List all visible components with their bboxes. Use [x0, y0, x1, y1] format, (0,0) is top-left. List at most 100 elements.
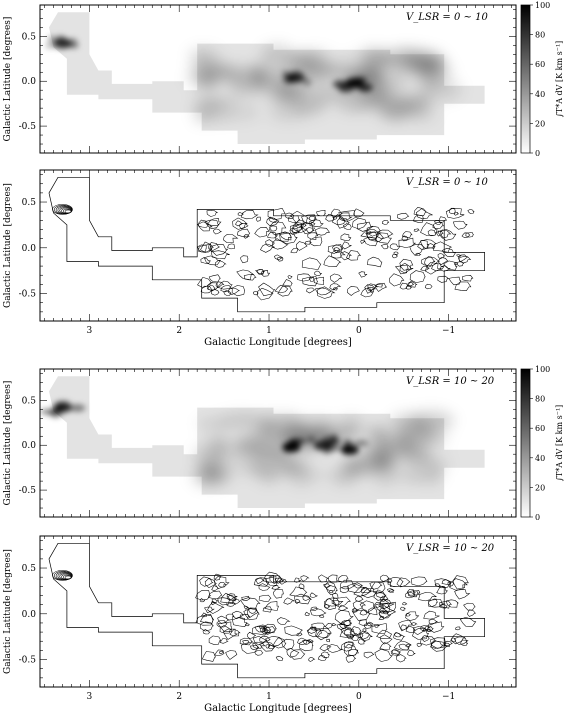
y-tick-label: -0.5 [19, 290, 37, 300]
contour-loop [279, 232, 298, 244]
contour-loop [202, 651, 216, 662]
contour-loop [432, 241, 452, 253]
contour-loop [241, 595, 251, 601]
contour-loop [317, 654, 327, 661]
contour-loop [347, 286, 360, 296]
contour-loop [399, 282, 408, 290]
contour-loop [296, 241, 308, 251]
contour-loop [259, 624, 268, 630]
contour-loop [213, 228, 223, 235]
emission-blob [260, 418, 278, 430]
emission-blob [395, 59, 425, 73]
contour-loop [260, 626, 272, 635]
contour-loop [324, 623, 334, 629]
contour-loop [360, 288, 374, 298]
emission-blob [390, 412, 427, 432]
contour-loop [448, 207, 456, 214]
contour-loop [304, 240, 312, 245]
y-tick-label: -0.5 [19, 656, 37, 666]
contour-loop [268, 217, 277, 224]
contour-loop [308, 657, 316, 662]
contour-loop [272, 588, 284, 599]
contour-loop [348, 649, 359, 656]
contour-loop [373, 601, 384, 609]
emission-blob [286, 81, 305, 91]
contour-loop [351, 608, 359, 613]
emission-blob [199, 466, 234, 485]
contour-loop [199, 614, 214, 624]
contour-loop [455, 626, 461, 631]
contour-loop [357, 638, 366, 645]
contour-loop [267, 231, 279, 239]
x-tick-label: −1 [442, 326, 455, 336]
contour-loop [376, 229, 394, 240]
contour-loop [294, 598, 301, 604]
contour-loop [243, 274, 257, 281]
contour-loop [292, 225, 308, 234]
contour-loop [208, 274, 221, 283]
emission-clump [63, 39, 79, 48]
contour-loop [290, 223, 304, 234]
emission-clump [323, 448, 331, 455]
contour-loop [319, 614, 325, 618]
contour-loop [327, 244, 344, 255]
contour-loop [444, 640, 454, 647]
contour-loop [421, 635, 430, 642]
contour-loop [338, 604, 348, 611]
contour-loop [337, 575, 349, 583]
contour-loop [200, 241, 214, 253]
x-tick-label: 0 [356, 326, 362, 336]
contour-loop [301, 257, 322, 270]
emission-clump [302, 78, 311, 86]
colorbar-scale [520, 368, 531, 518]
emission-clump [295, 440, 302, 446]
contour-loop [364, 284, 376, 294]
contour-loop [216, 620, 228, 628]
contour-loop [324, 581, 336, 591]
contour-loop [326, 644, 343, 653]
contour-loop [265, 576, 277, 586]
contour-loop [345, 655, 357, 663]
contour-loop [353, 582, 364, 589]
contour-loop [275, 655, 284, 661]
contour-loop [445, 599, 459, 608]
contour-loop [424, 283, 433, 290]
emission-blob [411, 112, 439, 122]
contour-loop [274, 254, 284, 260]
emission-blob [226, 69, 268, 91]
contour-loop [219, 650, 224, 655]
contour-loop [396, 577, 411, 588]
contour-loop [266, 216, 280, 227]
contour-loop [269, 575, 283, 584]
contour-loop [412, 628, 429, 640]
x-tick-label: 1 [266, 692, 272, 702]
contour-loop [365, 230, 373, 235]
contour-loop [349, 634, 361, 641]
y-tick-label: 0.0 [22, 441, 37, 451]
x-tick-label: 0 [356, 692, 362, 702]
contour-loop [465, 232, 474, 238]
x-tick-label: 1 [266, 326, 272, 336]
contour-loop [206, 210, 219, 217]
emission-clump [359, 84, 367, 91]
contour-loop [200, 621, 214, 632]
contour-loop [361, 586, 372, 594]
contour-loop [64, 209, 72, 214]
contour-loop [324, 598, 336, 610]
contour-loop [459, 617, 477, 627]
contour-loop [467, 209, 475, 214]
contour-loop [434, 220, 442, 225]
velocity-range-label: V_LSR = 0 ~ 10 [406, 12, 488, 23]
contour-loop [393, 640, 412, 651]
contour-loop [454, 636, 469, 645]
contour-loop [369, 581, 386, 593]
contour-loop [362, 628, 367, 632]
contour-loop [296, 632, 303, 637]
contour-loop [275, 232, 293, 242]
contour-loop [429, 637, 447, 649]
contour-loop [408, 590, 419, 598]
contour-loop [311, 622, 326, 631]
contour-loop [329, 590, 334, 594]
y-tick-label: -0.5 [19, 486, 37, 496]
contour-loop [226, 602, 237, 607]
